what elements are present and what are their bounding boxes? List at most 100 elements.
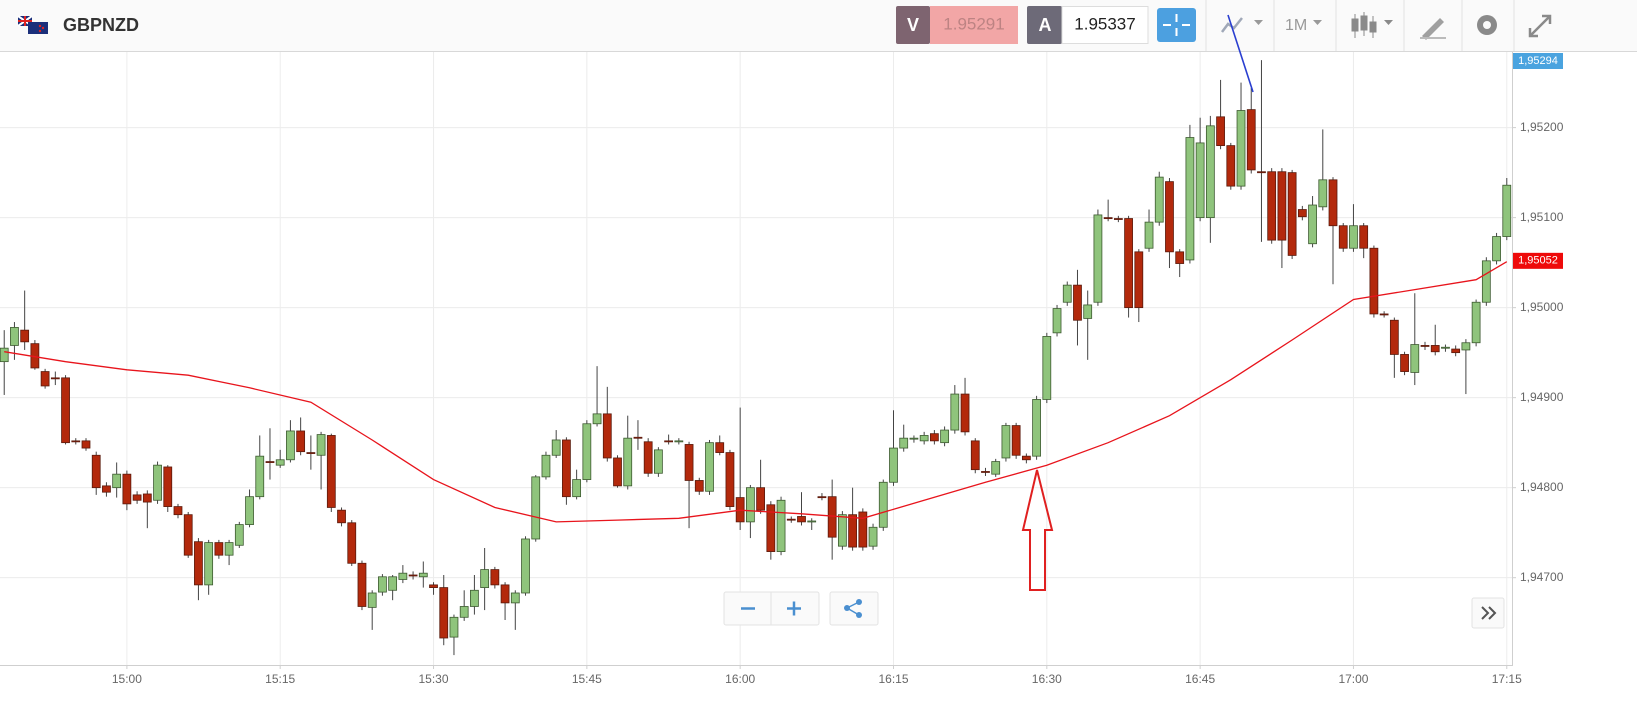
candle-body [889, 447, 898, 483]
candle-body [633, 436, 643, 439]
chart-type-button[interactable] [1351, 12, 1393, 38]
candle-body [347, 522, 357, 564]
candle-body [602, 413, 612, 459]
x-tick-label: 17:00 [1338, 672, 1368, 686]
candle-body [102, 485, 111, 493]
x-tick-label: 16:15 [878, 672, 908, 686]
candle-body [163, 466, 173, 507]
candle-body [50, 377, 60, 380]
candle-body [929, 433, 939, 442]
scroll-right-button[interactable] [1471, 597, 1505, 629]
candle-body [275, 459, 285, 466]
candle-body [541, 454, 551, 478]
candle-body [919, 435, 929, 442]
share-button[interactable] [829, 591, 879, 626]
candle-body [1328, 179, 1338, 227]
moving-average [4, 261, 1508, 523]
candle-body [970, 440, 980, 471]
y-tick-label: 1,95000 [1520, 300, 1564, 314]
candle-body [142, 493, 152, 503]
candle-body [1369, 247, 1379, 315]
toolbar: GBPNZD V 1.95291 A 1.95337 1M [0, 0, 1637, 52]
buy-button[interactable]: A 1.95337 [1027, 6, 1149, 44]
candle-body [940, 429, 949, 444]
sell-button[interactable]: V 1.95291 [896, 6, 1018, 44]
candle-body [71, 440, 81, 443]
candle-body [122, 473, 132, 505]
candle-body [1349, 225, 1358, 249]
candle-body [459, 606, 469, 618]
draw-button[interactable] [1420, 18, 1446, 40]
price-marker [1513, 252, 1563, 269]
candle-body [214, 542, 224, 556]
candle-body [643, 441, 653, 474]
candle-body [531, 476, 541, 540]
candle-body [408, 574, 418, 577]
fullscreen-button[interactable] [1528, 14, 1552, 38]
candle-body [705, 442, 714, 492]
candle-body [807, 520, 817, 523]
candle-body [112, 473, 122, 489]
y-tick-label: 1,94900 [1520, 390, 1564, 404]
candle-body [1236, 110, 1246, 187]
crosshair-button[interactable] [1157, 8, 1196, 42]
x-tick-label: 15:15 [265, 672, 295, 686]
candle-body [1257, 171, 1266, 174]
candle-body [255, 455, 265, 498]
candle-body [10, 327, 19, 346]
candle-body [1267, 171, 1277, 241]
candle-body [1216, 116, 1225, 147]
candle-body [1021, 455, 1031, 461]
candle-body [0, 347, 9, 363]
arrow-annotation [1021, 469, 1054, 591]
settings-button[interactable] [1477, 15, 1497, 35]
candle-body [439, 587, 449, 639]
candle-body [367, 592, 377, 608]
y-tick-label: 1,95200 [1520, 120, 1564, 134]
candle-body [1011, 425, 1021, 456]
candle-body [848, 514, 857, 548]
candle-body [306, 452, 316, 454]
candle-body [388, 576, 398, 591]
candle-body [572, 479, 582, 498]
candle-body [286, 430, 295, 461]
candle-body [245, 496, 254, 525]
candle-body [224, 542, 234, 556]
candle-body [500, 584, 510, 604]
candle-body [858, 511, 868, 548]
candle-body [1441, 346, 1450, 349]
candle-body [398, 572, 408, 580]
timeframe-button[interactable]: 1M [1285, 17, 1322, 34]
x-tick-label: 16:45 [1185, 672, 1215, 686]
candle-body [1297, 209, 1307, 218]
candle-body [265, 461, 275, 463]
candle-body [899, 437, 909, 449]
candle-body [1481, 260, 1491, 303]
candle-body [1113, 218, 1123, 220]
candle-body [1073, 284, 1082, 321]
candle-body [817, 496, 827, 499]
candle-body [592, 413, 602, 425]
candle-body [674, 440, 684, 443]
candle-body [132, 494, 142, 501]
candle-body [827, 496, 837, 538]
candle-body [654, 449, 663, 474]
candle-body [470, 589, 479, 607]
timeframe: 1M [1285, 17, 1307, 34]
x-tick-label: 16:00 [725, 672, 755, 686]
candle-body [296, 430, 306, 453]
candle-body [981, 471, 990, 473]
candle-body [837, 514, 847, 547]
candle-body [1400, 354, 1409, 372]
toolbar-bg [0, 0, 1637, 51]
candle-body [1093, 214, 1103, 303]
candle-body [1032, 399, 1041, 457]
x-tick-label: 17:15 [1492, 672, 1522, 686]
candle-body [1175, 251, 1185, 264]
candle-body [1379, 313, 1389, 316]
candle-body [1185, 137, 1195, 261]
sell-price: 1.95291 [943, 14, 1004, 33]
zoom-in-button[interactable] [787, 601, 801, 616]
price-marker-label: 1,95294 [1518, 55, 1558, 67]
